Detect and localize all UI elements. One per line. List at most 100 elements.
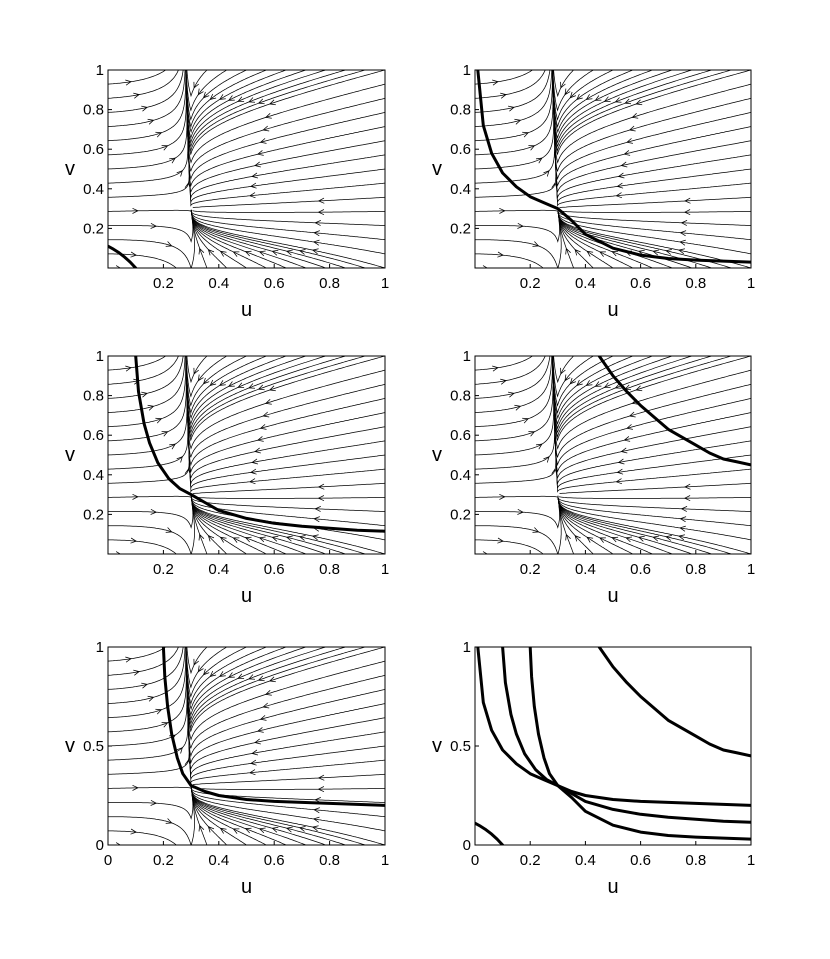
flow-arrow	[313, 807, 320, 814]
flow-arrow	[232, 828, 240, 834]
y-tick-label: 0	[96, 837, 104, 854]
streamline	[190, 496, 287, 554]
series-curve-0	[161, 647, 385, 807]
streamline	[475, 70, 554, 170]
y-tick-label: 0.8	[83, 388, 104, 405]
flow-arrow	[198, 824, 205, 832]
streamline	[108, 210, 194, 243]
streamline	[475, 356, 554, 442]
flow-arrow	[161, 145, 169, 151]
flow-arrow	[611, 250, 619, 257]
flow-arrow	[492, 79, 499, 86]
flow-arrow	[637, 535, 645, 542]
streamline	[475, 356, 551, 399]
flow-arrow	[625, 536, 633, 543]
flow-arrow	[207, 534, 215, 542]
streamline	[185, 356, 385, 473]
streamline	[475, 356, 554, 456]
streamline	[147, 647, 149, 648]
x-tick-label: 0.8	[319, 561, 340, 578]
panel-top-left: 0.2 0.4 0.6 0.8 1 0.2 0.4 0.6 0.8 1 u v	[65, 62, 389, 321]
flow-arrow	[665, 535, 672, 541]
streamline	[475, 553, 485, 554]
flow-arrow	[532, 241, 540, 247]
streamline	[108, 356, 167, 371]
streamline	[185, 647, 366, 729]
flow-arrow	[161, 722, 169, 728]
flow-arrow	[543, 456, 550, 463]
flow-arrow	[244, 536, 252, 543]
flow-arrow	[198, 533, 205, 541]
streamline	[190, 786, 307, 845]
series-curve-0	[134, 356, 385, 533]
flow-arrow	[679, 230, 687, 237]
streamline	[557, 496, 751, 527]
streamline	[557, 496, 751, 541]
flow-arrow	[679, 525, 686, 532]
flow-arrow	[132, 784, 139, 791]
flow-arrow	[147, 118, 155, 125]
y-tick-label: 1	[463, 62, 471, 79]
streamline	[552, 356, 732, 438]
streamline	[557, 209, 633, 268]
streamline	[190, 786, 326, 845]
streamline	[534, 70, 535, 71]
flow-arrow	[141, 105, 148, 112]
flow-arrow	[514, 118, 522, 125]
flow-arrow	[271, 249, 279, 256]
flow-arrow	[482, 265, 488, 268]
flow-arrow	[628, 125, 636, 132]
flow-arrow	[219, 827, 227, 834]
flow-arrow	[499, 493, 506, 500]
streamline	[475, 496, 562, 554]
streamline	[108, 647, 113, 648]
x-tick-label: 0.4	[208, 561, 229, 578]
streamline	[557, 495, 633, 554]
streamline	[108, 356, 113, 357]
flow-arrow	[141, 391, 148, 398]
flow-arrow	[228, 672, 235, 678]
streamline	[475, 70, 551, 113]
flow-arrow	[313, 230, 320, 237]
flow-arrow	[244, 827, 252, 834]
flow-arrow	[624, 98, 632, 105]
flow-arrow	[176, 456, 183, 463]
flow-arrow	[254, 447, 261, 454]
x-tick-label: 0.6	[630, 561, 651, 578]
flow-arrow	[679, 516, 687, 523]
streamline	[190, 496, 366, 554]
series-curve-1	[476, 647, 751, 841]
flow-arrow	[176, 747, 183, 754]
streamline	[185, 647, 227, 689]
flow-arrow	[514, 404, 522, 411]
flow-arrow	[508, 391, 515, 398]
flow-arrow	[532, 527, 540, 533]
streamline	[190, 495, 267, 554]
streamline	[185, 356, 385, 450]
y-axis-label: v	[432, 444, 442, 466]
flow-arrow	[264, 113, 272, 119]
flow-arrow	[132, 493, 139, 500]
streamline	[553, 267, 555, 268]
streamline	[108, 787, 195, 845]
flow-arrow	[499, 207, 506, 214]
flow-arrow	[678, 248, 685, 255]
streamline	[167, 70, 168, 71]
streamline	[475, 495, 559, 499]
flow-arrow	[264, 399, 272, 405]
streamline	[494, 553, 498, 554]
streamline	[127, 267, 131, 268]
flow-arrow	[569, 377, 577, 385]
flow-arrow	[635, 385, 643, 392]
streamline	[185, 356, 346, 433]
y-tick-label: 0.2	[450, 220, 471, 237]
flow-arrow	[169, 157, 176, 164]
streamline	[557, 496, 732, 554]
streamline	[108, 647, 167, 662]
flow-arrow	[623, 436, 631, 442]
streamline	[108, 830, 177, 845]
flow-arrow	[150, 508, 158, 515]
streamline	[557, 209, 751, 268]
flow-arrow	[207, 248, 215, 256]
streamline	[108, 253, 177, 268]
